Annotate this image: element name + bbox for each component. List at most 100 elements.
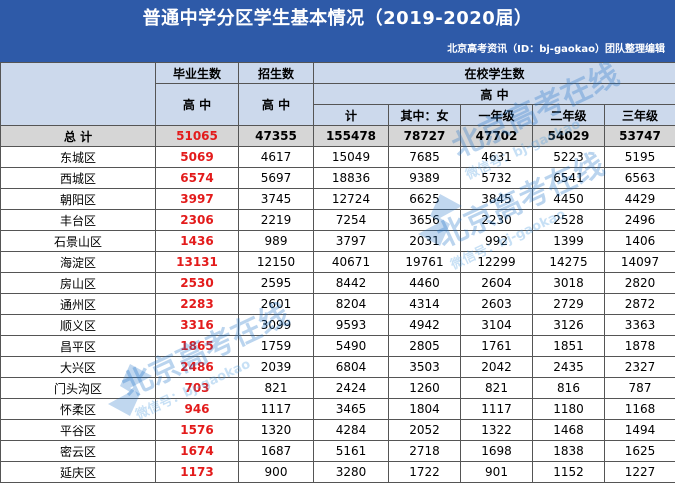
cell-g3: 1494: [604, 419, 675, 441]
header-grade3: 三年级: [604, 104, 675, 126]
header-female: 其中：女: [388, 104, 461, 126]
cell-name: 怀柔区: [0, 398, 156, 420]
cell-g2: 1152: [532, 461, 605, 483]
page-title: 普通中学分区学生基本情况（2019-2020届）: [142, 8, 533, 29]
cell-g3: 6563: [604, 167, 675, 189]
cell-g3: 1625: [604, 440, 675, 462]
table-row: 怀柔区 946 1117 3465 1804 1117 1180 1168: [0, 398, 675, 420]
cell-total: 4284: [313, 419, 389, 441]
cell-enrollment: 1320: [238, 419, 314, 441]
cell-g1: 4631: [460, 146, 533, 168]
cell-g2: 1851: [532, 335, 605, 357]
cell-g1: 5732: [460, 167, 533, 189]
cell-g3: 2327: [604, 356, 675, 378]
cell-total: 7254: [313, 209, 389, 231]
header-in-school: 在校学生数: [313, 62, 675, 84]
cell-name: 东城区: [0, 146, 156, 168]
table-row: 昌平区 1865 1759 5490 2805 1761 1851 1878: [0, 335, 675, 357]
header-in-school-hs: 高 中: [313, 83, 675, 105]
cell-graduates: 2283: [155, 293, 239, 315]
cell-g1: 3845: [460, 188, 533, 210]
cell-g3: 787: [604, 377, 675, 399]
cell-enrollment: 1759: [238, 335, 314, 357]
cell-name: 顺义区: [0, 314, 156, 336]
table-row: 丰台区 2306 2219 7254 3656 2230 2528 2496: [0, 209, 675, 231]
cell-total: 6804: [313, 356, 389, 378]
cell-graduates: 51065: [155, 125, 239, 147]
cell-total: 3280: [313, 461, 389, 483]
cell-g1: 2603: [460, 293, 533, 315]
cell-total: 12724: [313, 188, 389, 210]
cell-total: 5161: [313, 440, 389, 462]
table-row: 海淀区 13131 12150 40671 19761 12299 14275 14097: [0, 251, 675, 273]
header-enrollment-hs: 高 中: [238, 83, 314, 126]
cell-total: 5490: [313, 335, 389, 357]
cell-g2: 14275: [532, 251, 605, 273]
cell-enrollment: 821: [238, 377, 314, 399]
cell-g3: 53747: [604, 125, 675, 147]
header-graduates-hs: 高 中: [155, 83, 239, 126]
cell-female: 78727: [388, 125, 461, 147]
cell-enrollment: 47355: [238, 125, 314, 147]
cell-g1: 47702: [460, 125, 533, 147]
cell-g1: 901: [460, 461, 533, 483]
cell-graduates: 6574: [155, 167, 239, 189]
header-enrollment: 招生数: [238, 62, 314, 84]
cell-female: 9389: [388, 167, 461, 189]
cell-g3: 2872: [604, 293, 675, 315]
cell-graduates: 703: [155, 377, 239, 399]
cell-name: 大兴区: [0, 356, 156, 378]
cell-name: 通州区: [0, 293, 156, 315]
cell-female: 4460: [388, 272, 461, 294]
cell-enrollment: 3099: [238, 314, 314, 336]
cell-g2: 1468: [532, 419, 605, 441]
table-row: 门头沟区 703 821 2424 1260 821 816 787: [0, 377, 675, 399]
cell-name: 海淀区: [0, 251, 156, 273]
table-row: 西城区 6574 5697 18836 9389 5732 6541 6563: [0, 167, 675, 189]
cell-female: 1260: [388, 377, 461, 399]
cell-g3: 2496: [604, 209, 675, 231]
header-grade2: 二年级: [532, 104, 605, 126]
cell-female: 4942: [388, 314, 461, 336]
cell-enrollment: 2039: [238, 356, 314, 378]
cell-enrollment: 989: [238, 230, 314, 252]
cell-enrollment: 2219: [238, 209, 314, 231]
cell-total: 15049: [313, 146, 389, 168]
cell-name: 石景山区: [0, 230, 156, 252]
table-total-row: 总 计 51065 47355 155478 78727 47702 54029 53747: [0, 125, 675, 147]
cell-female: 3656: [388, 209, 461, 231]
cell-g2: 2435: [532, 356, 605, 378]
cell-g3: 4429: [604, 188, 675, 210]
cell-enrollment: 5697: [238, 167, 314, 189]
header-grade1: 一年级: [460, 104, 533, 126]
cell-g2: 5223: [532, 146, 605, 168]
cell-graduates: 3316: [155, 314, 239, 336]
cell-g1: 2230: [460, 209, 533, 231]
cell-female: 19761: [388, 251, 461, 273]
cell-female: 6625: [388, 188, 461, 210]
cell-g2: 1838: [532, 440, 605, 462]
cell-graduates: 1865: [155, 335, 239, 357]
cell-g1: 2604: [460, 272, 533, 294]
table-row: 密云区 1674 1687 5161 2718 1698 1838 1625: [0, 440, 675, 462]
cell-total: 40671: [313, 251, 389, 273]
cell-graduates: 946: [155, 398, 239, 420]
table-row: 房山区 2530 2595 8442 4460 2604 3018 2820: [0, 272, 675, 294]
cell-female: 2805: [388, 335, 461, 357]
cell-g3: 1227: [604, 461, 675, 483]
cell-name: 西城区: [0, 167, 156, 189]
cell-female: 2052: [388, 419, 461, 441]
cell-g2: 3018: [532, 272, 605, 294]
cell-name: 昌平区: [0, 335, 156, 357]
cell-g1: 821: [460, 377, 533, 399]
cell-total: 155478: [313, 125, 389, 147]
cell-g3: 1878: [604, 335, 675, 357]
cell-g2: 3126: [532, 314, 605, 336]
cell-total: 3797: [313, 230, 389, 252]
cell-g3: 1168: [604, 398, 675, 420]
cell-name: 朝阳区: [0, 188, 156, 210]
cell-enrollment: 2595: [238, 272, 314, 294]
cell-g3: 3363: [604, 314, 675, 336]
cell-g3: 14097: [604, 251, 675, 273]
table-row: 朝阳区 3997 3745 12724 6625 3845 4450 4429: [0, 188, 675, 210]
